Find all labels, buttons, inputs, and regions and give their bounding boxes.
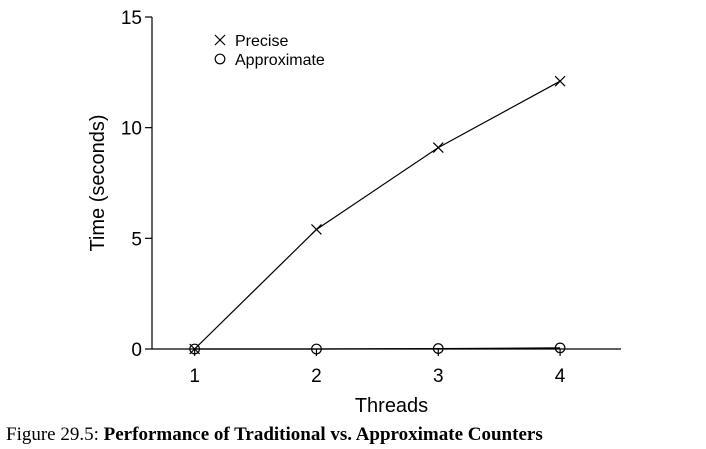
- approximate-point: [189, 343, 201, 355]
- x-tick-label: 3: [433, 366, 444, 387]
- plot-area: [189, 75, 566, 355]
- precise-point: [554, 75, 566, 87]
- approximate-line: [194, 347, 561, 350]
- legend-label-approximate: Approximate: [235, 52, 325, 69]
- precise-point: [432, 142, 444, 154]
- approximate-point: [432, 343, 444, 354]
- x-tick-label: 2: [311, 366, 322, 387]
- x-tick-label: 4: [555, 366, 566, 387]
- figure-caption: Figure 29.5: Performance of Traditional …: [6, 424, 706, 446]
- legend-marker-approximate: [214, 53, 226, 65]
- y-tick-label: 10: [121, 119, 142, 140]
- approximate-point: [311, 343, 322, 355]
- x-tick-label: 1: [189, 366, 200, 387]
- axes: 0 5 10 15 1 2 3 4: [121, 8, 621, 387]
- caption-prefix: Figure 29.5:: [6, 424, 104, 445]
- y-tick-label: 0: [131, 340, 142, 361]
- legend-label-precise: Precise: [235, 33, 288, 50]
- legend: Precise Approximate: [214, 33, 325, 69]
- legend-marker-precise: [214, 34, 226, 46]
- precise-line: [194, 80, 561, 350]
- y-tick-label: 15: [121, 8, 142, 29]
- y-tick-label: 5: [131, 229, 142, 250]
- x-axis-label: Threads: [355, 395, 428, 417]
- approximate-point: [554, 342, 566, 354]
- caption-title: Performance of Traditional vs. Approxima…: [103, 424, 543, 445]
- y-axis-label: Time (seconds): [87, 114, 109, 251]
- precise-point: [311, 224, 322, 235]
